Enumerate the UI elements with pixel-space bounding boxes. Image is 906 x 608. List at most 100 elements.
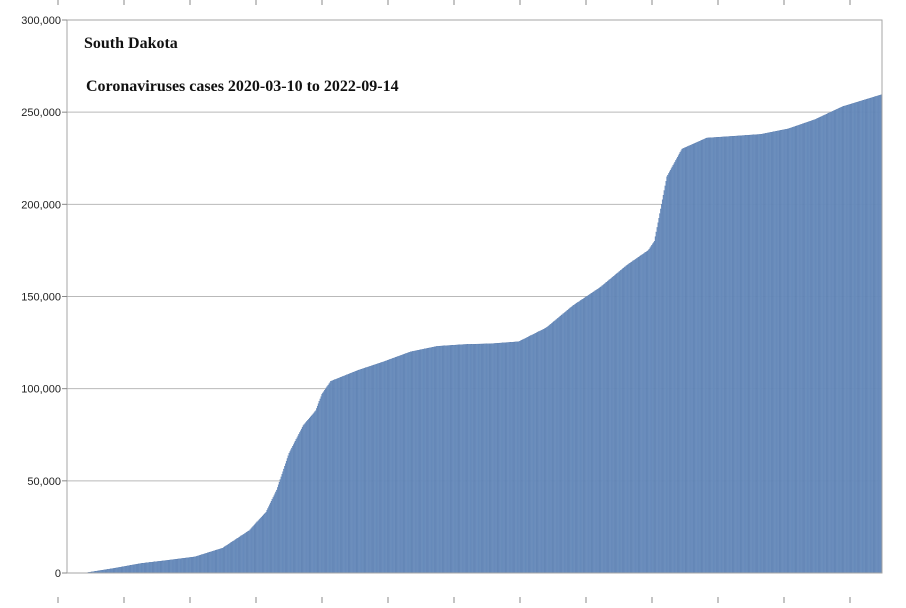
- bar: [272, 499, 273, 573]
- bar: [293, 445, 294, 573]
- bar: [403, 354, 404, 573]
- bar: [425, 349, 426, 573]
- bar: [773, 132, 774, 573]
- bar: [521, 340, 522, 573]
- bar: [800, 124, 801, 573]
- bar: [851, 104, 852, 573]
- bar: [710, 138, 711, 573]
- bar: [324, 390, 325, 573]
- bar: [198, 556, 199, 573]
- bar: [108, 569, 109, 573]
- bar: [847, 105, 848, 573]
- bar: [722, 137, 723, 573]
- bar: [136, 564, 137, 573]
- bar: [542, 330, 543, 573]
- bar: [291, 448, 292, 573]
- bar: [532, 335, 533, 573]
- bar: [501, 343, 502, 573]
- bar: [151, 562, 152, 573]
- bar: [341, 377, 342, 573]
- bar: [652, 244, 653, 573]
- bar: [141, 563, 142, 573]
- bar: [248, 531, 249, 573]
- bar: [525, 338, 526, 573]
- bar: [431, 348, 432, 573]
- bar: [820, 117, 821, 573]
- bar: [123, 567, 124, 573]
- bar: [643, 253, 644, 573]
- bar: [554, 321, 555, 573]
- bar: [352, 373, 353, 573]
- bar: [777, 131, 778, 573]
- bar: [400, 356, 401, 573]
- bar: [786, 129, 787, 573]
- chart-subtitle: Coronaviruses cases 2020-03-10 to 2022-0…: [86, 78, 399, 95]
- bar: [385, 361, 386, 573]
- bar: [461, 345, 462, 573]
- bar: [784, 130, 785, 573]
- bar: [808, 122, 809, 573]
- bar: [221, 548, 222, 573]
- bar: [306, 422, 307, 573]
- bar: [462, 345, 463, 573]
- bar: [705, 139, 706, 573]
- bar: [161, 561, 162, 573]
- bar: [363, 368, 364, 573]
- bar: [134, 565, 135, 573]
- bar: [560, 316, 561, 573]
- bar: [867, 99, 868, 573]
- bar: [125, 566, 126, 573]
- bar: [393, 358, 394, 573]
- bar: [798, 125, 799, 573]
- bar: [299, 432, 300, 573]
- bar: [821, 117, 822, 573]
- bar: [139, 564, 140, 573]
- bar: [459, 345, 460, 573]
- bar: [380, 363, 381, 573]
- bar: [150, 562, 151, 573]
- bar: [444, 346, 445, 573]
- bar: [498, 343, 499, 573]
- bar: [868, 99, 869, 573]
- bar: [285, 464, 286, 573]
- bar: [693, 144, 694, 573]
- bar: [422, 349, 423, 573]
- bar: [395, 357, 396, 573]
- bar: [655, 237, 656, 573]
- bar: [188, 558, 189, 573]
- bar: [807, 122, 808, 573]
- bar: [325, 389, 326, 573]
- bar: [504, 343, 505, 573]
- bar: [245, 533, 246, 573]
- bar: [106, 570, 107, 573]
- bar: [582, 299, 583, 573]
- bar: [321, 397, 322, 573]
- bar: [789, 128, 790, 573]
- bar: [144, 563, 145, 573]
- bar: [640, 256, 641, 573]
- bar: [162, 561, 163, 573]
- bar: [467, 344, 468, 573]
- bar: [619, 272, 620, 573]
- bar: [816, 119, 817, 573]
- bar: [377, 364, 378, 573]
- bar: [485, 344, 486, 573]
- bar: [258, 521, 259, 573]
- bar: [823, 116, 824, 573]
- bar: [879, 95, 880, 573]
- bar: [512, 342, 513, 573]
- bar: [624, 267, 625, 573]
- bar: [164, 561, 165, 573]
- bar: [410, 352, 411, 573]
- bar: [224, 547, 225, 573]
- bar: [647, 251, 648, 573]
- bar: [327, 386, 328, 573]
- bar: [392, 359, 393, 573]
- bar: [623, 268, 624, 573]
- bar: [509, 342, 510, 573]
- bar: [660, 209, 661, 573]
- bar: [604, 284, 605, 573]
- bar: [420, 350, 421, 573]
- bar: [279, 482, 280, 573]
